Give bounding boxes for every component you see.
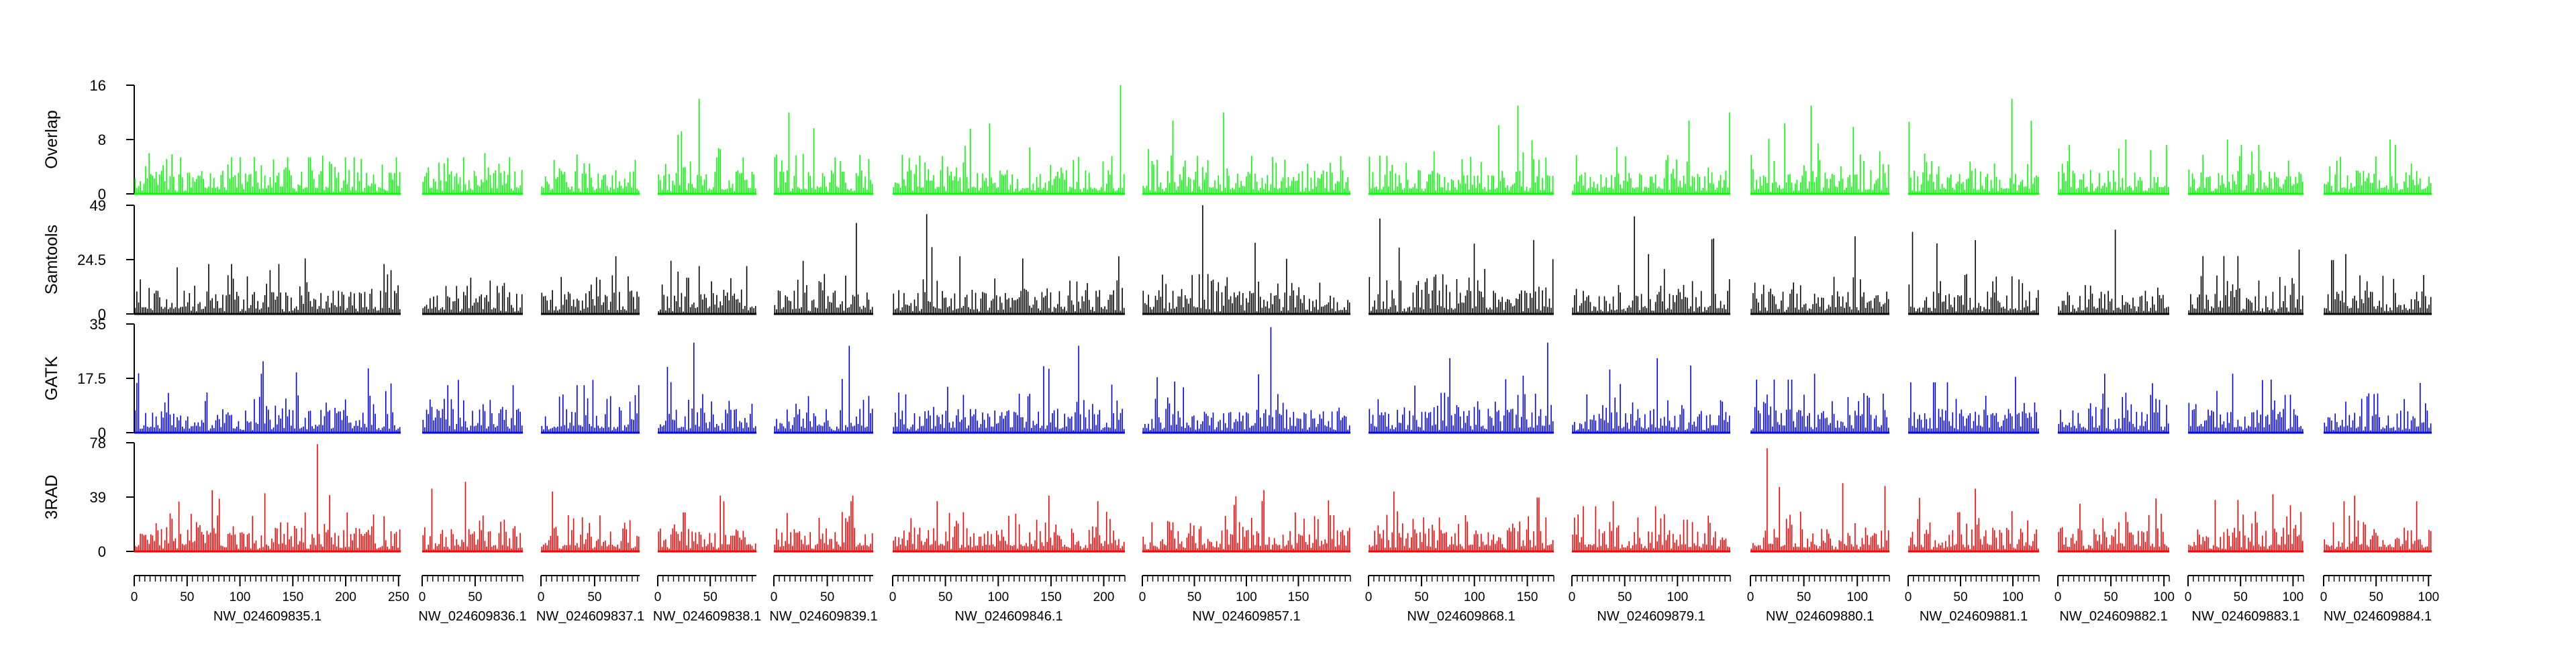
contig-name-label: NW_024609837.1 [536,609,644,624]
x-tick-label: 150 [1040,590,1062,604]
x-tick-label: 0 [654,590,662,604]
contig-axis-4: 0 50 NW_024609838.1 [653,575,761,624]
x-tick-label: 0 [419,590,426,604]
y-tick-label: 24.5 [77,252,106,268]
y-tick-label: 35 [90,316,106,333]
x-tick-label: 50 [820,590,834,604]
track-label-samtools: Samtools [42,225,61,294]
contig-name-label: NW_024609835.1 [213,609,321,624]
contig-name-label: NW_024609838.1 [653,609,761,624]
track-label-gatk: GATK [42,356,61,401]
y-tick-label: 0 [98,186,106,203]
x-tick-label: 150 [282,590,303,604]
y-tick-label: 39 [90,489,106,506]
x-tick-label: 250 [388,590,409,604]
x-tick-label: 200 [1093,590,1115,604]
y-tick-label: 0 [98,306,106,323]
x-tick-label: 100 [230,590,251,604]
y-tick-label: 0 [98,425,106,441]
contig-axis-2: 0 50 NW_024609836.1 [418,575,527,624]
x-tick-label: 100 [987,590,1009,604]
series-overlap-bars [134,85,2432,195]
x-tick-label: 0 [771,590,778,604]
x-tick-label: 50 [703,590,717,604]
x-tick-label: 0 [131,590,138,604]
y-tick-label: 8 [98,131,106,148]
contig-name-label: NW_024609846.1 [954,609,1062,624]
y-tick-label: 0 [98,543,106,560]
x-tick-label: 200 [335,590,356,604]
x-tick-label: 50 [938,590,952,604]
x-tick-label: 0 [889,590,897,604]
y-tick-label: 49 [90,197,106,214]
track-label-overlap: Overlap [42,110,61,169]
series-samtools-bars [134,205,2432,315]
x-tick-label: 50 [180,590,194,604]
series-3rad-bars [134,444,2432,553]
x-tick-label: 0 [538,590,545,604]
y-tick-label: 78 [90,435,106,451]
contig-name-label: NW_024609836.1 [418,609,526,624]
x-tick-label: 50 [587,590,601,604]
contig-axis-3: 0 50 NW_024609837.1 [536,575,644,624]
contig-axis-1: 0 50 100 150 200 250 NW_024609835.1 [131,575,409,624]
contig-axis-5: 0 50 NW_024609839.1 [769,575,878,624]
x-tick-label: 50 [468,590,482,604]
y-tick-label: 16 [90,77,106,94]
y-tick-label: 17.5 [77,370,106,387]
contig-name-label: NW_024609839.1 [769,609,877,624]
series-gatk-bars [134,327,2432,434]
track-label-3rad: 3RAD [42,475,61,520]
contig-axis-6: 0 50 100 150 200 NW_024609846.1 [889,575,1126,624]
